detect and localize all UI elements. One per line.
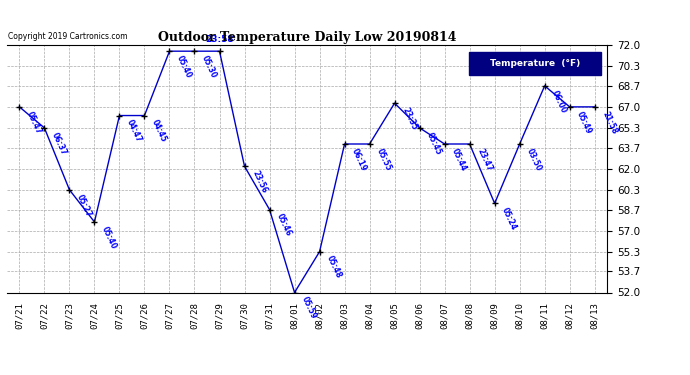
Text: Temperature  (°F): Temperature (°F) [490,59,580,68]
Text: 05:49: 05:49 [575,110,593,135]
Text: 05:30: 05:30 [200,54,218,80]
Text: 23:58: 23:58 [205,35,234,44]
Text: 05:45: 05:45 [425,131,444,156]
Text: 23:56: 23:56 [250,169,268,195]
Text: 05:48: 05:48 [325,255,344,280]
Text: 06:00: 06:00 [550,88,569,114]
Text: 04:45: 04:45 [150,118,168,144]
Text: 05:24: 05:24 [500,206,518,232]
Text: Copyright 2019 Cartronics.com: Copyright 2019 Cartronics.com [8,32,128,41]
Title: Outdoor Temperature Daily Low 20190814: Outdoor Temperature Daily Low 20190814 [158,31,456,44]
Text: 05:40: 05:40 [100,225,118,250]
Text: 04:47: 04:47 [125,118,144,144]
Text: 05:44: 05:44 [450,147,469,172]
Text: 06:19: 06:19 [350,147,368,172]
Text: 23:47: 23:47 [475,147,493,172]
Text: 06:37: 06:37 [50,131,68,156]
Text: 03:50: 03:50 [525,147,544,172]
Text: 21:58: 21:58 [600,110,619,135]
Text: 05:59: 05:59 [300,295,318,321]
Text: 05:40: 05:40 [175,54,193,80]
FancyBboxPatch shape [469,53,601,75]
Text: 05:46: 05:46 [275,212,293,238]
Text: 05:27: 05:27 [75,193,93,218]
Text: 05:47: 05:47 [25,110,43,135]
Text: 23:35: 23:35 [400,106,418,132]
Text: 05:55: 05:55 [375,147,393,172]
